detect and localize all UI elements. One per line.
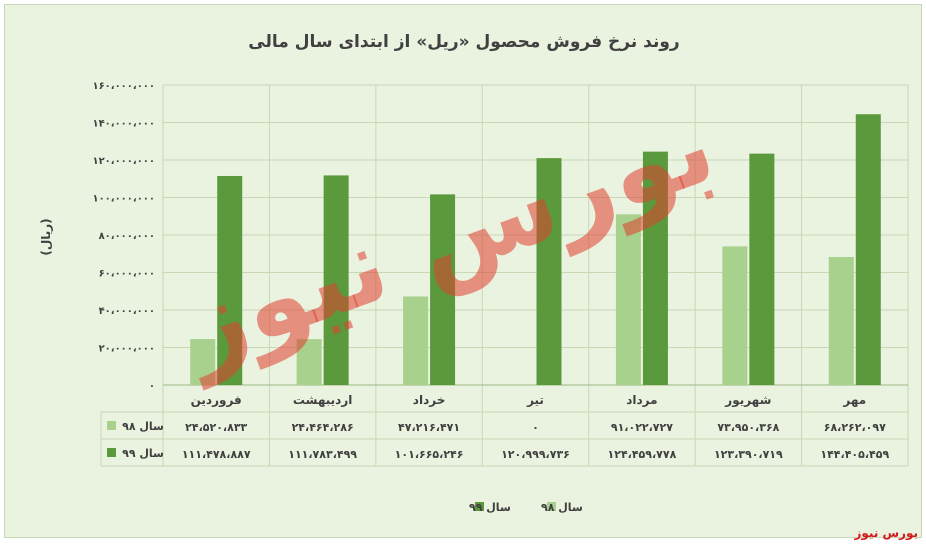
chart-title: روند نرخ فروش محصول «ریل» از ابتدای سال … [248, 32, 679, 52]
x-category-label: تیر [526, 393, 544, 407]
y-tick-label: ۱۰۰،۰۰۰،۰۰۰ [92, 194, 155, 205]
table-cell-value: ۱۴۴،۴۰۵،۴۵۹ [820, 448, 889, 461]
bar-sal99 [217, 175, 243, 385]
y-tick-label: ۱۲۰،۰۰۰،۰۰۰ [92, 156, 155, 167]
bar-sal98 [296, 339, 322, 385]
table-cell-value: ۶۸،۲۶۲،۰۹۷ [824, 421, 886, 434]
table-series-name: سال ۹۸ [122, 420, 164, 433]
y-tick-label: ۸۰،۰۰۰،۰۰۰ [99, 231, 155, 242]
y-tick-label: ۴۰،۰۰۰،۰۰۰ [99, 306, 155, 317]
brand-label: بورس نیوز [854, 526, 918, 540]
bar-sal99 [855, 114, 881, 386]
x-category-label: فروردین [191, 393, 242, 408]
bar-sal99 [430, 194, 456, 385]
bar-sal99 [749, 153, 775, 385]
bar-sal98 [828, 257, 854, 385]
table-cell-value: ۷۳،۹۵۰،۳۶۸ [717, 421, 779, 434]
table-cell-value: ۱۲۰،۹۹۹،۷۳۶ [501, 448, 570, 461]
y-tick-label: ۰ [149, 381, 155, 392]
bar-sal98 [190, 339, 216, 385]
table-cell-value: ۱۲۴،۴۵۹،۷۷۸ [608, 448, 677, 461]
x-category-label: اردیبهشت [293, 393, 352, 407]
table-cell-value: ۱۱۱،۷۸۳،۴۹۹ [288, 448, 357, 461]
legend-label: سال ۹۹ [469, 501, 511, 514]
x-category-label: شهریور [724, 393, 771, 408]
chart-frame: روند نرخ فروش محصول «ریل» از ابتدای سال … [4, 4, 922, 538]
table-cell-value: ۱۰۱،۶۶۵،۲۴۶ [395, 448, 464, 461]
table-cell-value: ۱۲۳،۳۹۰،۷۱۹ [714, 448, 783, 461]
x-category-label: خرداد [413, 393, 446, 407]
y-tick-label: ۱۴۰،۰۰۰،۰۰۰ [92, 119, 155, 130]
y-tick-label: ۱۶۰،۰۰۰،۰۰۰ [92, 81, 155, 92]
table-cell-value: ۱۱۱،۴۷۸،۸۸۷ [182, 448, 251, 461]
bar-sal98 [722, 246, 748, 385]
bar-sal99 [323, 175, 349, 385]
bar-sal99 [642, 151, 668, 385]
x-category-label: مرداد [626, 393, 657, 407]
legend-label: سال ۹۸ [541, 501, 583, 514]
y-axis-label: (ریال) [39, 218, 53, 255]
table-legend-key [107, 448, 116, 457]
table-cell-value: ۲۴،۴۶۴،۲۸۶ [292, 421, 354, 434]
table-legend-key [107, 421, 116, 430]
bar-sal99 [536, 158, 562, 385]
bar-sal98 [403, 296, 429, 385]
table-cell-value: ۲۴،۵۲۰،۸۳۳ [185, 421, 247, 434]
bar-chart: روند نرخ فروش محصول «ریل» از ابتدای سال … [39, 32, 909, 514]
y-tick-label: ۶۰،۰۰۰،۰۰۰ [99, 269, 155, 280]
x-category-label: مهر [842, 393, 866, 407]
table-cell-value: ۹۱،۰۲۲،۷۲۷ [611, 421, 673, 434]
table-cell-value: ۰ [532, 421, 539, 434]
bar-sal98 [615, 214, 641, 385]
table-series-name: سال ۹۹ [122, 447, 164, 460]
y-tick-label: ۲۰،۰۰۰،۰۰۰ [99, 344, 155, 355]
legend-key [475, 502, 484, 511]
legend-key [547, 502, 556, 511]
table-cell-value: ۴۷،۲۱۶،۴۷۱ [398, 421, 460, 434]
